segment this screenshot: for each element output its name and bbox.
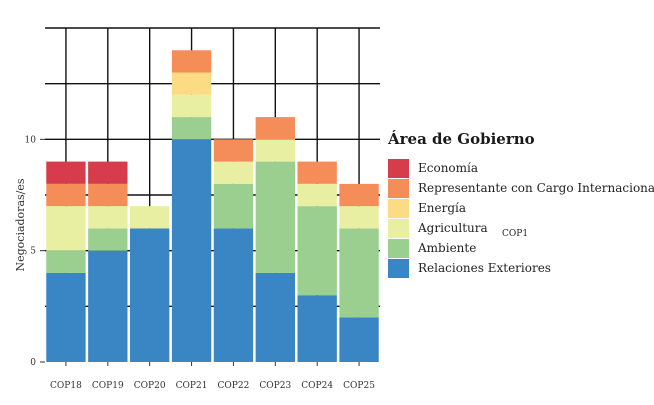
bar-segment-cop21-4 (171, 50, 212, 73)
y-tick-label: 10 (25, 135, 37, 145)
bar-segment-cop18-4 (46, 183, 86, 207)
bar-segment-cop23-0 (255, 272, 295, 362)
bar-segment-cop20-0 (130, 228, 170, 362)
x-tick-label: COP18 (50, 381, 82, 391)
bar-segment-cop24-1 (297, 206, 337, 296)
bar-segment-cop24-0 (297, 295, 337, 362)
legend-swatch (388, 178, 409, 198)
bar-segment-cop18-0 (46, 272, 86, 362)
bars (46, 50, 379, 362)
bar-segment-cop19-2 (88, 206, 128, 229)
bar-segment-cop20-2 (130, 206, 170, 229)
y-tick-label: 0 (30, 358, 36, 368)
x-tick-label: COP20 (134, 381, 166, 391)
x-tick-label: COP22 (218, 381, 250, 391)
y-axis-label: Negociadoras/es (14, 178, 27, 271)
legend-swatch (388, 218, 409, 238)
legend-item: Economía (388, 158, 654, 178)
legend-label: Representante con Cargo Internacional (418, 181, 654, 195)
legend-label: Energía (418, 201, 466, 215)
bar-segment-cop21-1 (171, 117, 212, 140)
bar-segment-cop23-2 (255, 139, 295, 162)
bar-segment-cop24-4 (297, 161, 337, 184)
legend-label: Economía (418, 161, 479, 175)
legend-item: Relaciones Exteriores (388, 258, 654, 278)
legend-label: Relaciones Exteriores (418, 261, 551, 275)
legend-swatch (388, 258, 409, 278)
legend-label: Agricultura (418, 221, 488, 235)
bar-segment-cop19-1 (88, 228, 128, 251)
bar-segment-cop23-4 (255, 117, 295, 140)
bar-segment-cop18-2 (46, 206, 86, 251)
legend-item: Representante con Cargo Internacional (388, 178, 654, 198)
bar-segment-cop25-2 (339, 206, 379, 229)
bar-segment-cop24-2 (297, 183, 337, 207)
y-tick-label: 5 (30, 247, 36, 257)
legend-swatch (388, 238, 409, 258)
bar-segment-cop21-2 (171, 94, 212, 118)
legend-item: Ambiente (388, 238, 654, 258)
x-tick-label: COP24 (301, 381, 333, 391)
bar-segment-cop22-1 (213, 183, 254, 229)
x-tick-label: COP25 (343, 381, 375, 391)
bar-segment-cop21-3 (171, 72, 212, 95)
bar-segment-cop25-4 (339, 183, 379, 207)
bar-segment-cop21-0 (171, 139, 212, 362)
stray-label: COP1 (502, 229, 529, 239)
bar-segment-cop22-4 (213, 139, 254, 162)
legend-swatch (388, 198, 409, 218)
bar-segment-cop18-5 (46, 161, 86, 184)
bar-segment-cop18-1 (46, 250, 86, 273)
x-tick-label: COP19 (92, 381, 124, 391)
x-tick-label: COP21 (176, 381, 208, 391)
bar-segment-cop19-4 (88, 183, 128, 207)
legend-label: Ambiente (418, 241, 477, 255)
bar-segment-cop19-5 (88, 161, 128, 184)
legend-item: Agricultura (388, 218, 654, 238)
bar-segment-cop22-0 (213, 228, 254, 362)
bar-segment-cop25-1 (339, 228, 379, 318)
legend-swatch (388, 158, 409, 178)
bar-segment-cop22-2 (213, 161, 254, 184)
legend: Área de Gobierno Economía Representante c… (388, 130, 654, 278)
bar-segment-cop19-0 (88, 250, 128, 362)
axes: 0 5 10 COP18 COP19 COP20 COP21 COP22 COP23 COP24 C… (25, 135, 376, 391)
bar-segment-cop23-1 (255, 161, 295, 273)
x-tick-label: COP23 (259, 381, 291, 391)
legend-title: Área de Gobierno (388, 130, 535, 148)
legend-item: Energía (388, 198, 654, 218)
legend-items: Economía Representante con Cargo Internac… (388, 158, 654, 278)
bar-segment-cop25-0 (339, 317, 379, 362)
